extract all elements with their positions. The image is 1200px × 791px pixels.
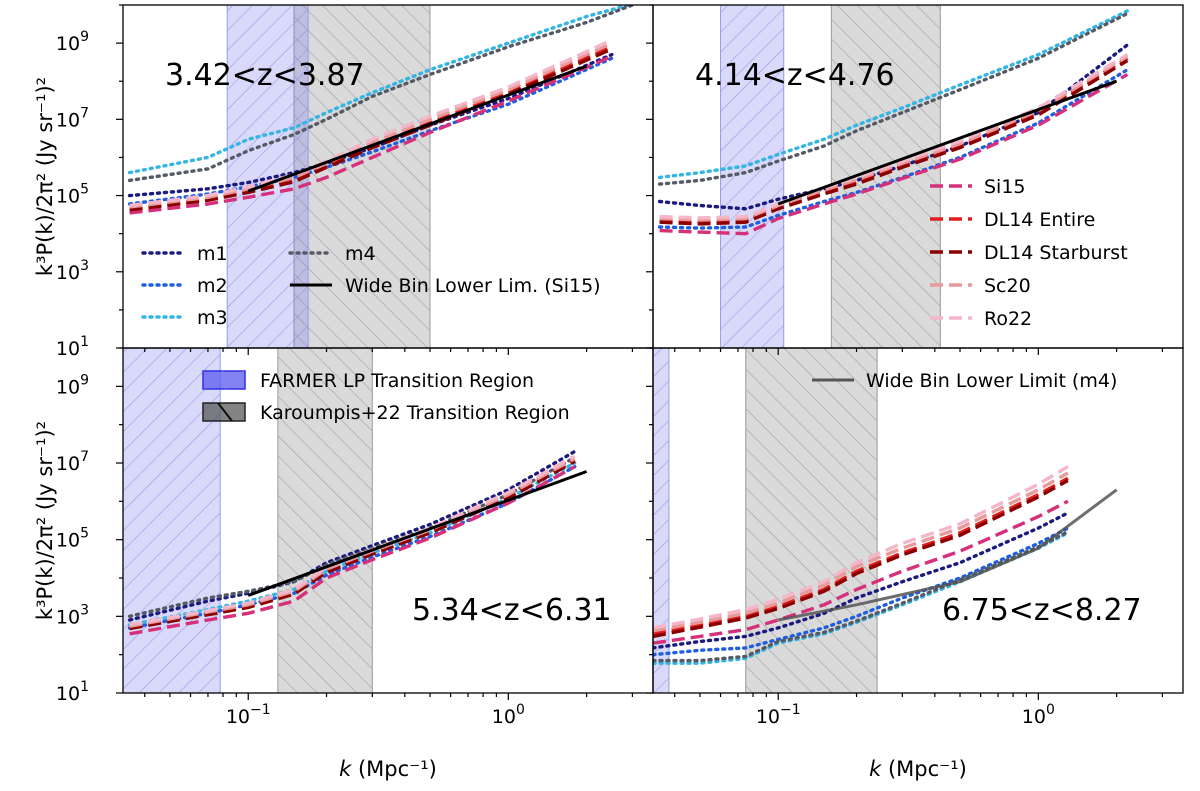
panel-2 bbox=[657, 5, 1130, 348]
legend-label: FARMER LP Transition Region bbox=[260, 370, 534, 392]
y-tick-label: 101 bbox=[56, 334, 89, 360]
series-line-dl14-entire bbox=[653, 476, 1069, 636]
series-line-wide-bin-lower-lim-si15 bbox=[247, 64, 588, 193]
series-line-m1 bbox=[127, 449, 577, 622]
series-line-sc20 bbox=[653, 471, 1069, 633]
series-line-si15 bbox=[659, 73, 1129, 236]
legend-label: m3 bbox=[197, 307, 228, 329]
panel-label: 4.14<z<4.76 bbox=[695, 58, 895, 93]
x-axis-label: k (Mpc⁻¹) bbox=[869, 757, 967, 781]
y-tick-label: 109 bbox=[56, 372, 89, 398]
y-tick-label: 105 bbox=[56, 526, 89, 552]
panel-label: 3.42<z<3.87 bbox=[165, 58, 365, 93]
series-line-m2 bbox=[127, 465, 577, 630]
series-line-dl14-entire bbox=[129, 45, 613, 211]
x-tick-label: 100 bbox=[1022, 702, 1055, 728]
karoumpis-region-hatch bbox=[831, 5, 941, 348]
axes-frame bbox=[652, 347, 1184, 694]
series-line-m1 bbox=[127, 52, 614, 198]
x-axis-label: k (Mpc⁻¹) bbox=[339, 757, 437, 781]
panel-3 bbox=[123, 348, 588, 693]
x-tick-label: 10−1 bbox=[756, 702, 801, 728]
y-axis-label: k³P(k)/2π² (Jy sr⁻¹)² bbox=[33, 421, 57, 620]
legend-top-left: m1 m2 m3 m4 Wide Bin Lower Lim. (Si15) bbox=[141, 243, 601, 329]
panel-4 bbox=[653, 348, 1118, 693]
legend-swatch-farmer-hatch bbox=[203, 371, 245, 389]
series-line-si15 bbox=[129, 54, 613, 215]
legend-label: Ro22 bbox=[984, 308, 1032, 330]
legend-swatch-karoumpis-hatch bbox=[217, 402, 233, 422]
legends: m1 m2 m3 m4 Wide Bin Lower Lim. (Si15) Si15 DL… bbox=[141, 176, 1128, 424]
y-tick-label: 101 bbox=[56, 679, 89, 705]
series-line-m2 bbox=[653, 526, 1070, 657]
x-tick-label: 10−1 bbox=[226, 702, 271, 728]
legend-label: Wide Bin Lower Lim. (Si15) bbox=[345, 275, 601, 297]
legend-bottom-left: FARMER LP Transition Region Karoumpis+22 … bbox=[202, 370, 570, 424]
series-line-wide-bin-lower-limit-m4 bbox=[777, 488, 1118, 622]
series-line-m3 bbox=[657, 9, 1130, 180]
y-tick-label: 103 bbox=[56, 602, 89, 628]
legend-label: DL14 Starburst bbox=[984, 242, 1128, 264]
x-tick-label: 100 bbox=[492, 702, 525, 728]
karoumpis-region-hatch bbox=[294, 5, 431, 348]
legend-top-right: Si15 DL14 Entire DL14 Starburst Sc20 Ro22 bbox=[930, 176, 1128, 330]
y-tick-label: 105 bbox=[56, 182, 89, 208]
y-tick-label: 103 bbox=[56, 258, 89, 284]
legend-label: m4 bbox=[345, 243, 376, 265]
series-line-m4 bbox=[127, 455, 577, 618]
legend-label: DL14 Entire bbox=[984, 209, 1095, 231]
axes: 3.42<z<3.87 4.14<z<4.76 5.34<z<6.31 6.75<z<… bbox=[33, 4, 1184, 781]
series-line-wide-bin-lower-lim-si15 bbox=[777, 79, 1118, 206]
series-line-ro22 bbox=[653, 465, 1069, 630]
legend-bottom-right: Wide Bin Lower Limit (m4) bbox=[812, 370, 1117, 392]
series-line-wide-bin-lower-lim-si15 bbox=[247, 470, 588, 597]
y-axis-label: k³P(k)/2π² (Jy sr⁻¹)² bbox=[33, 77, 57, 276]
legend-label: Si15 bbox=[984, 176, 1026, 198]
series-line-sc20 bbox=[659, 54, 1129, 222]
y-tick-label: 109 bbox=[56, 29, 89, 55]
panel-1 bbox=[127, 5, 635, 348]
series-line-m4 bbox=[657, 11, 1130, 186]
farmer-region-hatch bbox=[653, 348, 669, 693]
series-line-dl14-starburst bbox=[653, 479, 1069, 639]
series-line-si15 bbox=[653, 499, 1069, 645]
farmer-region-hatch bbox=[123, 348, 221, 693]
legend-label: Karoumpis+22 Transition Region bbox=[260, 402, 570, 424]
legend-label: m2 bbox=[197, 275, 228, 297]
y-tick-label: 107 bbox=[56, 105, 89, 131]
legend-label: Wide Bin Lower Limit (m4) bbox=[866, 370, 1117, 392]
series-line-m1 bbox=[653, 511, 1070, 650]
series-line-m1 bbox=[657, 43, 1130, 211]
legend-label: Sc20 bbox=[984, 275, 1031, 297]
panel-label: 5.34<z<6.31 bbox=[412, 593, 612, 628]
panel-label: 6.75<z<8.27 bbox=[942, 593, 1142, 628]
series-line-ro22 bbox=[659, 53, 1129, 220]
series-line-m4 bbox=[653, 530, 1070, 663]
series-line-m3 bbox=[127, 5, 635, 175]
legend-label: m1 bbox=[197, 243, 228, 265]
series-line-m2 bbox=[657, 67, 1130, 230]
karoumpis-region-hatch bbox=[277, 348, 373, 693]
series-line-m4 bbox=[127, 5, 635, 183]
y-tick-label: 107 bbox=[56, 449, 89, 475]
panels bbox=[123, 5, 1130, 693]
series-line-dl14-starburst bbox=[659, 59, 1129, 226]
